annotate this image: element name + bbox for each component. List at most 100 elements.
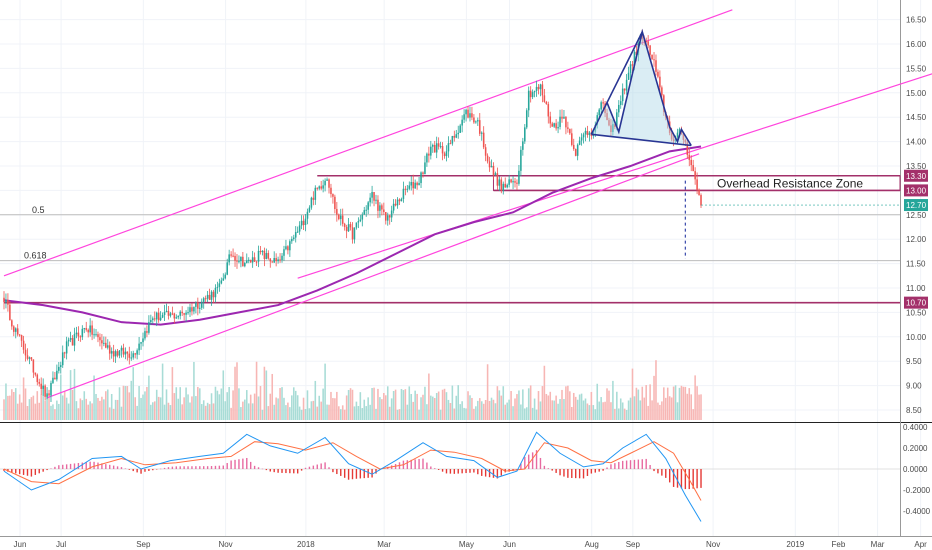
volume-bar: [245, 390, 248, 420]
volume-bar: [498, 390, 501, 420]
candle-body: [91, 325, 93, 335]
macd-histogram-bar: [555, 469, 557, 473]
macd-histogram-bar: [230, 460, 232, 469]
volume-bar: [596, 383, 599, 420]
price-tick-label: 13.50: [906, 162, 927, 171]
volume-bar: [269, 393, 272, 420]
volume-bar: [134, 397, 136, 420]
candle-body: [114, 351, 117, 357]
volume-bar: [341, 405, 344, 420]
candle-body: [320, 186, 322, 189]
volume-bar: [529, 385, 532, 420]
triangle-outline: [590, 28, 692, 146]
candle-body: [240, 256, 242, 262]
candle-body: [179, 311, 181, 316]
volume-bar: [99, 400, 101, 420]
volume-bar: [555, 395, 557, 420]
volume-bar: [175, 387, 178, 420]
macd-histogram-bar: [296, 469, 299, 474]
candle-body: [13, 326, 15, 332]
candle-body: [347, 224, 350, 232]
volume-bar: [643, 397, 646, 420]
volume-bar: [475, 406, 477, 420]
volume-bar: [537, 391, 540, 420]
volume-bar: [91, 403, 93, 420]
volume-bar: [36, 391, 39, 420]
macd-histogram-bar: [156, 469, 158, 470]
candle-body: [510, 179, 512, 183]
volume-bar: [289, 407, 291, 420]
macd-histogram-bar: [85, 462, 87, 469]
macd-histogram-bar: [696, 469, 698, 489]
volume-bar: [494, 403, 497, 420]
volume-bar: [38, 402, 41, 420]
ma-line: [3, 145, 702, 326]
candle-body: [105, 342, 107, 348]
macd-histogram-bar: [187, 466, 189, 469]
macd-histogram-bar: [214, 465, 217, 469]
candle-body: [210, 291, 213, 300]
candle-body: [216, 286, 219, 288]
candle-body: [36, 374, 39, 383]
macd-histogram-bar: [434, 468, 436, 469]
candle-body: [437, 143, 440, 147]
candle-body: [291, 238, 293, 242]
volume-bar: [616, 391, 618, 420]
volume-bar: [512, 406, 514, 420]
channel-line: [3, 9, 733, 277]
volume-bar: [486, 364, 489, 420]
volume-bar: [277, 398, 279, 420]
candle-body: [498, 179, 501, 186]
volume-bar: [533, 398, 536, 420]
candle-body: [518, 170, 520, 184]
candle-body: [455, 134, 458, 138]
macd-histogram-bar: [347, 469, 350, 480]
candle-body: [657, 71, 659, 77]
volume-bar: [694, 375, 696, 420]
candle-body: [594, 124, 597, 132]
macd-histogram-bar: [179, 466, 181, 469]
volume-bar: [502, 386, 505, 420]
candle-body: [571, 133, 573, 145]
price-axis: 16.50 16.00 15.50 15.00 14.50 14.00 13.50 13.00…: [701, 16, 931, 516]
volume-bar: [144, 391, 146, 420]
volume-bar: [608, 390, 610, 420]
candle-body: [140, 342, 142, 344]
macd-histogram-bar: [249, 461, 252, 469]
candle-body: [106, 345, 109, 348]
overhead-resistance-label: Overhead Resistance Zone: [717, 176, 863, 190]
volume-bar: [110, 393, 113, 420]
macd-histogram-bar: [120, 467, 123, 469]
macd-histogram-bar: [355, 469, 358, 479]
candle-body: [249, 259, 252, 263]
candle-body: [77, 332, 80, 337]
candle-body: [334, 196, 336, 209]
volume-bar: [18, 394, 21, 420]
volume-bar: [212, 403, 215, 420]
candle-body: [292, 237, 295, 239]
candle-body: [369, 197, 371, 203]
candle-body: [400, 198, 403, 202]
candle-body: [377, 199, 379, 211]
macd-histogram-bar: [77, 462, 80, 469]
volume-bar: [189, 402, 191, 420]
candle-body: [365, 209, 367, 211]
macd-histogram-bar: [531, 452, 534, 469]
volume-bar: [316, 406, 319, 420]
candle-body: [44, 385, 46, 397]
candle-body: [508, 179, 510, 185]
candle-body: [242, 256, 244, 267]
candle-body: [306, 211, 309, 219]
volume-bar: [424, 386, 426, 420]
candle-body: [531, 92, 534, 98]
macd-histogram-bar: [293, 469, 295, 474]
candle-body: [537, 86, 540, 90]
candle-body: [651, 54, 653, 60]
macd-histogram-bar: [410, 459, 412, 469]
candle-body: [118, 350, 121, 356]
candle-body: [269, 258, 272, 262]
volume-bar: [193, 361, 195, 420]
candle-body: [228, 254, 230, 263]
candle-body: [392, 203, 395, 211]
